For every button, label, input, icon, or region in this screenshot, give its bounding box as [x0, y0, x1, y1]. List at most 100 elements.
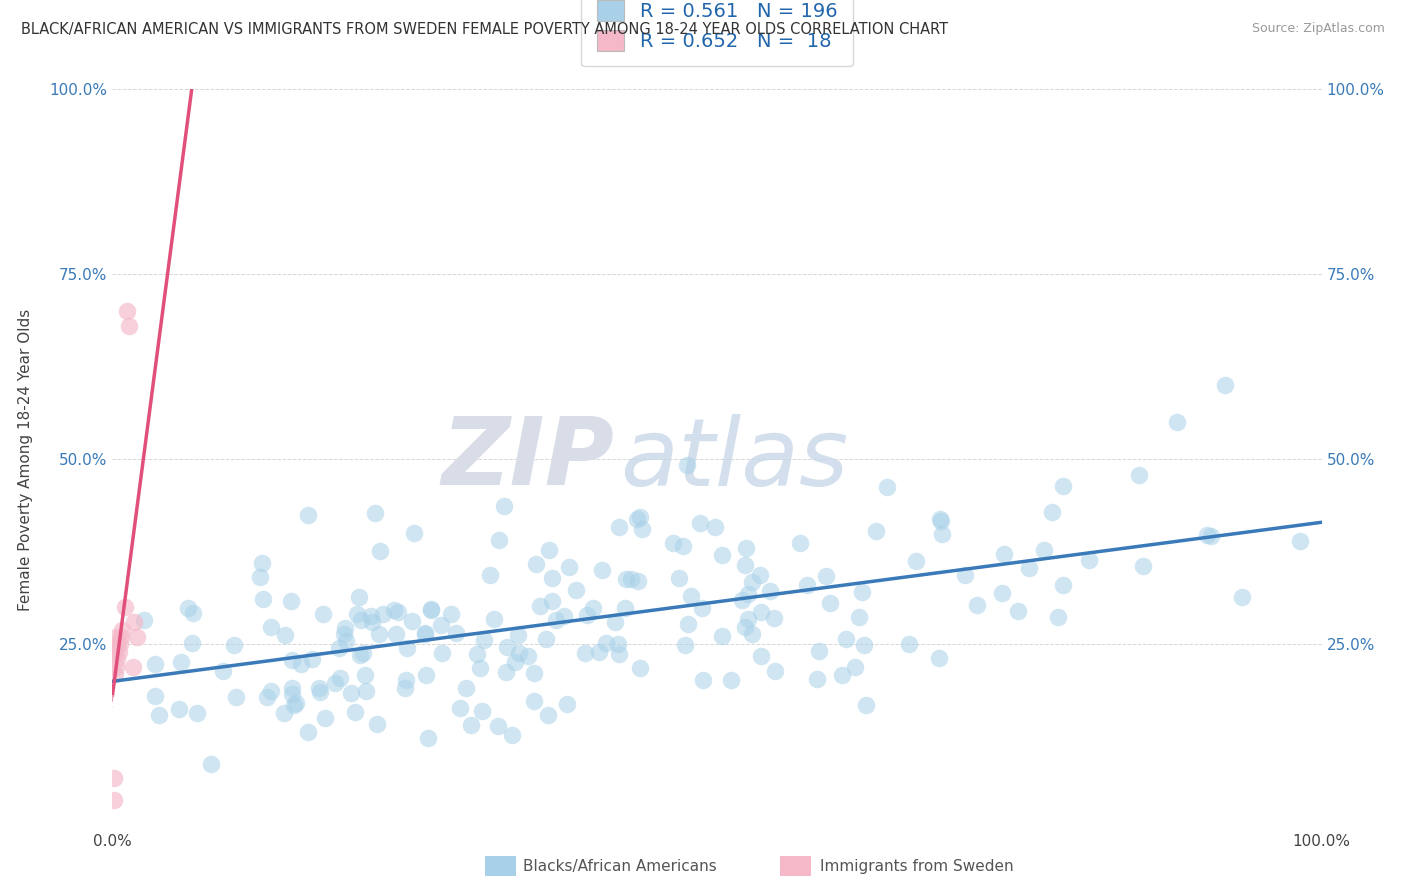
Point: [544, 614, 567, 628]
Point: [626, 512, 648, 526]
Point: [471, 704, 494, 718]
Point: [928, 512, 950, 526]
Point: [574, 646, 596, 660]
Point: [1197, 528, 1219, 542]
Text: Immigrants from Sweden: Immigrants from Sweden: [820, 859, 1014, 873]
Point: [143, 657, 166, 671]
Point: [931, 526, 953, 541]
Point: [749, 649, 772, 664]
Point: [630, 522, 652, 536]
Point: [401, 614, 423, 628]
Point: [540, 571, 562, 585]
Point: [741, 627, 763, 641]
Point: [352, 646, 374, 660]
Point: [181, 636, 204, 650]
Point: [280, 594, 302, 608]
Point: [953, 568, 976, 582]
Point: [506, 628, 529, 642]
Point: [607, 520, 630, 534]
Point: [692, 600, 714, 615]
Point: [104, 667, 127, 681]
Point: [1052, 479, 1074, 493]
Point: [898, 637, 921, 651]
Point: [668, 571, 690, 585]
Point: [905, 554, 928, 568]
Point: [323, 676, 346, 690]
Point: [297, 508, 319, 523]
Point: [349, 613, 371, 627]
Point: [468, 661, 491, 675]
Point: [465, 647, 488, 661]
Point: [763, 610, 786, 624]
Point: [361, 615, 384, 630]
Point: [273, 706, 295, 720]
Point: [281, 681, 304, 696]
Point: [107, 645, 129, 659]
Point: [312, 607, 335, 622]
Point: [672, 539, 695, 553]
Point: [537, 542, 560, 557]
Point: [628, 661, 651, 675]
Point: [333, 627, 356, 641]
Point: [181, 606, 204, 620]
Point: [186, 706, 208, 720]
Point: [523, 694, 546, 708]
Point: [371, 607, 394, 622]
Point: [876, 480, 898, 494]
Point: [384, 627, 406, 641]
Point: [503, 655, 526, 669]
Point: [108, 637, 131, 651]
Point: [627, 574, 650, 588]
Point: [607, 647, 630, 661]
Point: [122, 659, 145, 673]
Point: [416, 731, 439, 745]
Point: [676, 617, 699, 632]
Point: [734, 620, 756, 634]
Point: [118, 319, 141, 334]
Point: [360, 609, 382, 624]
Point: [301, 652, 323, 666]
Point: [582, 600, 605, 615]
Point: [486, 719, 509, 733]
Point: [676, 458, 699, 472]
Point: [534, 632, 557, 646]
Point: [297, 725, 319, 739]
Point: [1052, 578, 1074, 592]
Point: [368, 544, 391, 558]
Point: [806, 673, 828, 687]
Point: [285, 696, 308, 710]
Point: [472, 633, 495, 648]
Point: [508, 646, 530, 660]
Point: [333, 621, 356, 635]
Point: [105, 659, 128, 673]
Point: [354, 668, 377, 682]
Point: [749, 605, 772, 619]
Point: [993, 547, 1015, 561]
Point: [1128, 468, 1150, 483]
Point: [252, 591, 274, 606]
Point: [1077, 553, 1099, 567]
Point: [308, 681, 330, 695]
Point: [432, 646, 454, 660]
Point: [450, 701, 472, 715]
Point: [429, 618, 451, 632]
Point: [148, 707, 170, 722]
Point: [440, 607, 463, 621]
Point: [110, 630, 132, 644]
Point: [366, 717, 388, 731]
Point: [496, 640, 519, 654]
Point: [492, 499, 515, 513]
Point: [844, 660, 866, 674]
Point: [789, 536, 811, 550]
Point: [488, 533, 510, 547]
Point: [482, 612, 505, 626]
Point: [737, 612, 759, 626]
Point: [855, 698, 877, 712]
Point: [620, 572, 643, 586]
Point: [737, 587, 759, 601]
Point: [529, 599, 551, 614]
Point: [444, 626, 467, 640]
Point: [689, 516, 711, 531]
Point: [111, 623, 134, 637]
Point: [966, 598, 988, 612]
